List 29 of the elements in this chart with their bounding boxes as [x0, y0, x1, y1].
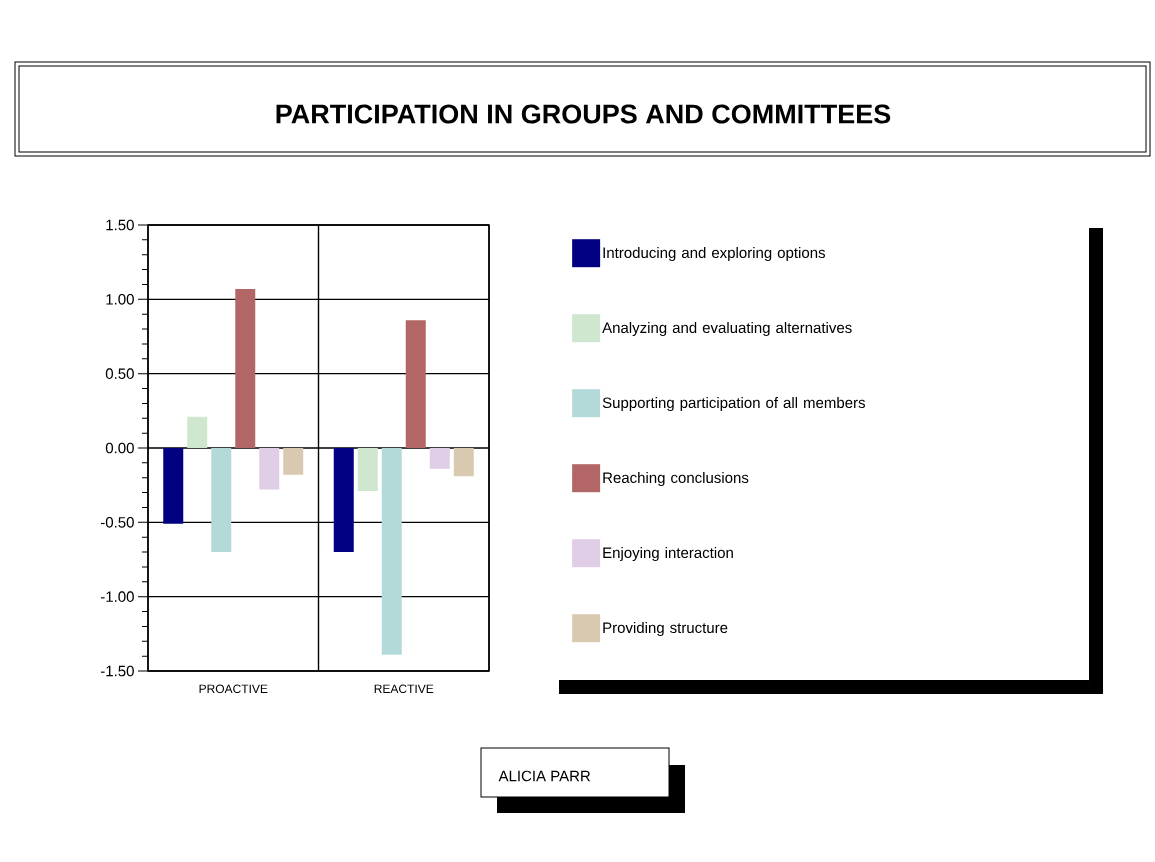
bar: [211, 447, 232, 553]
bar: [187, 416, 208, 448]
y-tick-label: -0.50: [100, 517, 134, 528]
legend-label: Providing structure: [603, 622, 728, 636]
y-tick-label: -1.50: [100, 665, 134, 677]
y-tick-label: 0.50: [105, 368, 134, 379]
y-tick-label: 0.00: [105, 442, 134, 454]
y-tick-label: -1.00: [100, 591, 134, 602]
bar: [259, 447, 280, 490]
x-tick-label: PROACTIVE: [199, 684, 268, 694]
bar: [405, 320, 426, 448]
y-tick-label: 1.00: [106, 294, 134, 305]
bar: [163, 447, 184, 524]
bar: [235, 288, 256, 448]
bar: [429, 447, 450, 469]
text: ALICIA PARR: [498, 770, 591, 782]
text: PARTICIPATION IN GROUPS AND COMMITTEES: [276, 104, 891, 124]
x-tick-label: REACTIVE: [374, 684, 434, 694]
legend-label: Supporting participation of all members: [602, 397, 865, 411]
bar: [357, 447, 378, 492]
legend-label: Analyzing and evaluating alternatives: [602, 322, 852, 336]
bar: [453, 447, 474, 477]
legend-label: Enjoying interaction: [603, 547, 733, 561]
bar: [283, 447, 304, 475]
bar: [381, 447, 402, 655]
y-tick-label: 1.50: [106, 219, 134, 231]
bar: [333, 447, 354, 553]
legend-label: Introducing and exploring options: [603, 247, 826, 261]
legend-label: Reaching conclusions: [603, 472, 749, 486]
